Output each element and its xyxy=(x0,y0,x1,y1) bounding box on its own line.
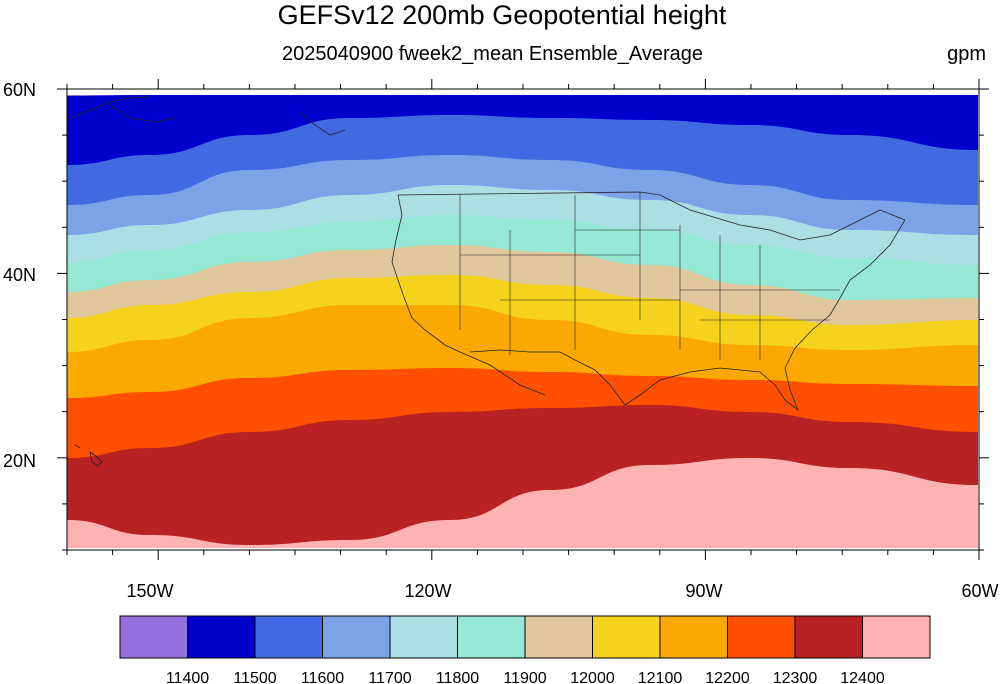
colorbar: 11400 11500 11600 11700 11800 11900 12000 12100… xyxy=(119,615,931,684)
contour-band-1 xyxy=(67,95,978,165)
colorbar-label: 11800 xyxy=(436,670,479,684)
colorbar-label: 11500 xyxy=(233,670,276,684)
colorbar-label: 12300 xyxy=(773,670,818,684)
coastline-overlay xyxy=(67,96,906,467)
colorbar-label: 11900 xyxy=(503,670,546,684)
lon-label-90w: 90W xyxy=(685,581,722,601)
colorbar-swatch xyxy=(187,615,256,659)
lon-label-150w: 150W xyxy=(126,581,173,601)
colorbar-label: 12100 xyxy=(638,670,683,684)
colorbar-swatch xyxy=(254,615,323,659)
chart-subtitle: 2025040900 fweek2_mean Ensemble_Average xyxy=(282,43,704,65)
lat-label-60n: 60N xyxy=(3,80,36,100)
colorbar-swatch xyxy=(727,615,796,659)
coastline-segment xyxy=(459,351,546,396)
colorbar-label: 12400 xyxy=(840,670,885,684)
coastline-segment xyxy=(397,191,906,241)
coastline-segment xyxy=(784,219,906,411)
lon-label-60w: 60W xyxy=(961,581,998,601)
lat-label-40n: 40N xyxy=(3,265,36,285)
colorbar-label: 11400 xyxy=(166,670,209,684)
coastline-segment xyxy=(469,349,799,411)
colorbar-swatch xyxy=(659,615,728,659)
coastline-segment xyxy=(74,444,103,467)
colorbar-swatch xyxy=(794,615,863,659)
contour-band-0 xyxy=(67,95,978,96)
contour-bands xyxy=(67,95,978,548)
colorbar-swatch xyxy=(322,615,391,659)
colorbar-swatch xyxy=(862,615,931,659)
units-label: gpm xyxy=(947,43,986,65)
colorbar-swatch xyxy=(592,615,661,659)
colorbar-label: 12200 xyxy=(705,670,750,684)
lon-label-120w: 120W xyxy=(404,581,451,601)
colorbar-label: 11600 xyxy=(301,670,344,684)
colorbar-label: 12000 xyxy=(570,670,615,684)
colorbar-label: 11700 xyxy=(368,670,411,684)
lat-label-20n: 20N xyxy=(3,451,36,471)
colorbar-swatch xyxy=(119,615,188,659)
coastline-segment xyxy=(391,194,461,353)
coastline-segment xyxy=(67,96,346,136)
colorbar-swatch xyxy=(389,615,458,659)
colorbar-swatch xyxy=(457,615,526,659)
chart-title: GEFSv12 200mb Geopotential height xyxy=(277,0,727,30)
colorbar-swatch xyxy=(524,615,593,659)
axis-ticks xyxy=(57,79,989,560)
